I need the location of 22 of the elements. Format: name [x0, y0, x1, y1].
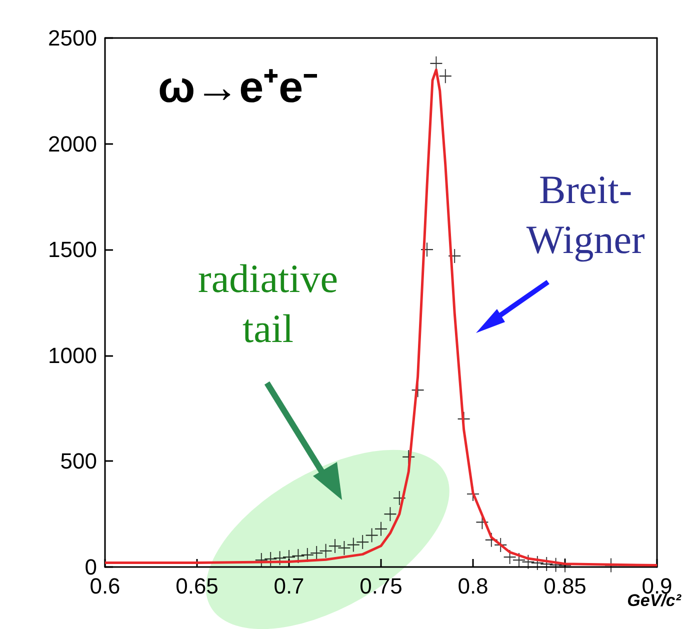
- point: [439, 69, 452, 84]
- y-tick-label: 2500: [48, 26, 97, 50]
- annotation: Breit-Wigner: [525, 166, 646, 264]
- point: [320, 544, 332, 558]
- point: [356, 535, 369, 550]
- point: [338, 540, 350, 555]
- point: [366, 528, 378, 542]
- point: [384, 507, 396, 522]
- point: [347, 538, 360, 552]
- point: [375, 522, 387, 536]
- y-tick-label: 1000: [48, 342, 97, 368]
- x-tick-label: 0.7: [274, 574, 304, 598]
- y-tick-label: 1500: [48, 237, 97, 262]
- annotation: radiative tail: [197, 254, 339, 353]
- text: ω→e⁺e⁻: [158, 62, 318, 114]
- y-tick-label: 2000: [48, 131, 97, 156]
- x-tick-label: 0.85: [544, 574, 586, 598]
- x-tick-label: 0.75: [360, 574, 402, 598]
- y-tick-label: 500: [60, 448, 97, 474]
- point: [329, 539, 341, 554]
- x-tick-label: 0.8: [458, 574, 488, 598]
- x-tick-label: 0.65: [176, 574, 218, 598]
